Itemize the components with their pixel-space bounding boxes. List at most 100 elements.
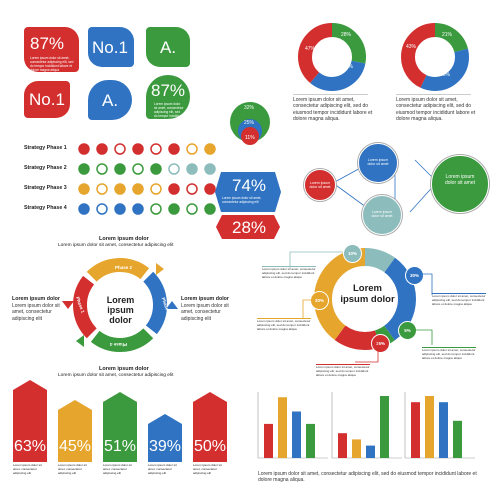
donut-label: 33%: [343, 64, 354, 70]
callout-lines: [289, 251, 433, 363]
big-donut-segment-blue: [314, 248, 416, 350]
arrow-text: Lorem ipsum dolor sit amet, consectetur …: [13, 463, 42, 475]
cycle-left-title: Lorem ipsum dolor: [12, 296, 60, 302]
phase-dots: [78, 163, 216, 175]
network-node-bottom: Lorem ipsum dolor sit amet: [362, 195, 402, 235]
donut-label: 21%: [442, 32, 453, 38]
circle-inner-label: 11%: [245, 135, 255, 141]
arrow-bar-green: [103, 392, 137, 462]
tag-value: 87%: [30, 34, 65, 53]
arrow-bar-red: [13, 380, 47, 462]
phase-row: Strategy Phase 3: [24, 182, 216, 202]
phase-row: Strategy Phase 4: [24, 202, 216, 222]
circle-outer-label: 32%: [244, 105, 255, 111]
phase-label: Strategy Phase 2: [24, 165, 67, 171]
cycle-arrow: [62, 301, 74, 309]
cycle-phase-label: Phase 3: [161, 297, 172, 315]
donut-label: 36%: [440, 72, 451, 78]
strategy-phases: Strategy Phase 1 Strategy Phase 2 Strate…: [24, 142, 216, 222]
arrow-value: 50%: [194, 438, 227, 455]
callout-text: Lorem ipsum dolor sit amet, consectetur …: [422, 348, 476, 360]
bar: [366, 445, 375, 458]
tag-value: A.: [160, 38, 177, 57]
tag-a-blue: A.: [88, 80, 132, 120]
arrow-value: 51%: [104, 438, 137, 455]
phase-dots: [78, 183, 216, 195]
arrow-text: Lorem ipsum dolor sit amet, consectetur …: [148, 463, 177, 475]
cycle-segment-blue: [73, 258, 167, 352]
node-text: Lorem ipsum dolor sit amet: [444, 174, 475, 186]
phase-row: Strategy Phase 1: [24, 142, 216, 162]
circle-inner: [241, 127, 259, 145]
callout-text: Lorem ipsum dolor sit amet, consectetur …: [316, 365, 370, 377]
cycle-subtitle: Lorem ipsum dolor sit amet, consectetur …: [58, 243, 174, 248]
donut-label: 28%: [341, 32, 352, 38]
tag-text: Lorem ipsum dolor sit amet, consectetur …: [154, 102, 184, 126]
cycle-ring: Phase 2 Phase 3 Phase 4 Phase 1: [62, 258, 178, 352]
donut-chart-left: 28% 33% 47%: [298, 23, 366, 91]
tag-value: A.: [102, 91, 119, 110]
donut-label: 43%: [406, 44, 417, 50]
tag-value: 87%: [151, 81, 186, 100]
arrow-value: 63%: [14, 438, 47, 455]
donut-segment-blue: [298, 23, 366, 91]
arrow-value: 39%: [149, 438, 182, 455]
bar: [306, 423, 315, 458]
donut-right-text: Lorem ipsum dolor sit amet, consectetur …: [396, 97, 476, 122]
bar: [264, 423, 273, 458]
bar: [411, 402, 420, 458]
bar: [278, 397, 287, 458]
callout-teal: Lorem ipsum dolor sit amet, consectetur …: [262, 266, 316, 279]
bar: [352, 439, 361, 458]
tag-value: No.1: [92, 38, 128, 57]
badge-30-blue: 30%: [405, 266, 424, 285]
cycle-bottom-title: Lorem ipsum dolor: [99, 366, 149, 372]
nested-circles: 32% 25% 11%: [230, 102, 270, 145]
donut-label: 47%: [305, 46, 316, 52]
network-node-top: Lorem ipsum dolor sit amet: [358, 143, 398, 183]
donut-segment-red: [401, 23, 469, 91]
donut-segment-red: [298, 23, 366, 91]
cycle-arrow: [76, 335, 84, 347]
donut-chart-right: 21% 36% 43%: [401, 23, 469, 91]
arrow-bars: [13, 380, 227, 462]
cycle-arrow: [156, 263, 164, 275]
cycle-right-title: Lorem ipsum dolor: [181, 296, 229, 302]
arrow-bar-blue: [148, 414, 182, 462]
cycle-arrow: [166, 301, 178, 309]
cycle-title: Lorem ipsum dolor: [99, 236, 149, 242]
callout-text: Lorem ipsum dolor sit amet, consectetur …: [257, 319, 311, 331]
donut-left-text: Lorem ipsum dolor sit amet, consectetur …: [293, 97, 373, 122]
cycle-segment-red: [73, 258, 167, 352]
node-text: Lorem ipsum dolor sit amet: [367, 158, 389, 166]
phase-label: Strategy Phase 1: [24, 145, 67, 151]
tag-no1-blue: No.1: [88, 27, 134, 67]
donut-segment-blue: [401, 23, 469, 91]
callout-text: Lorem ipsum dolor sit amet, consectetur …: [262, 267, 316, 279]
node-text: Lorem ipsum dolor sit amet: [309, 181, 331, 189]
callout-text: Lorem ipsum dolor sit amet, consectetur …: [432, 294, 486, 306]
hex-top-value: 74%: [232, 176, 267, 195]
cycle-segment-orange: [73, 258, 167, 352]
cycle-left-text: Lorem ipsum dolor sit amet, consectetur …: [12, 303, 60, 322]
cycle-phase-label: Phase 4: [109, 342, 127, 347]
phase-dots: [78, 203, 216, 215]
callout-orange: Lorem ipsum dolor sit amet, consectetur …: [257, 318, 311, 331]
callout-red: Lorem ipsum dolor sit amet, consectetur …: [316, 364, 370, 377]
tag-87-green: 87% Lorem ipsum dolor sit amet, consecte…: [146, 75, 190, 126]
cycle-phase-label: Phase 1: [75, 296, 86, 314]
phase-dots: [78, 143, 216, 155]
bar: [380, 396, 389, 458]
badge-10: 10%: [343, 244, 362, 263]
bar: [453, 420, 462, 458]
arrow-text: Lorem ipsum dolor sit amet, consectetur …: [58, 463, 87, 475]
arrow-bar-red2: [193, 392, 227, 462]
cycle-segment-green: [73, 258, 167, 352]
tag-value: No.1: [29, 90, 65, 109]
arrow-text: Lorem ipsum dolor sit amet, consectetur …: [193, 463, 222, 475]
node-text: Lorem ipsum dolor sit amet: [371, 210, 393, 218]
tag-no1-red: No.1: [24, 81, 70, 118]
cycle-phase-label: Phase 2: [115, 265, 133, 270]
phase-label: Strategy Phase 3: [24, 185, 67, 191]
network-node-right: Lorem ipsum dolor sit amet: [431, 155, 489, 213]
